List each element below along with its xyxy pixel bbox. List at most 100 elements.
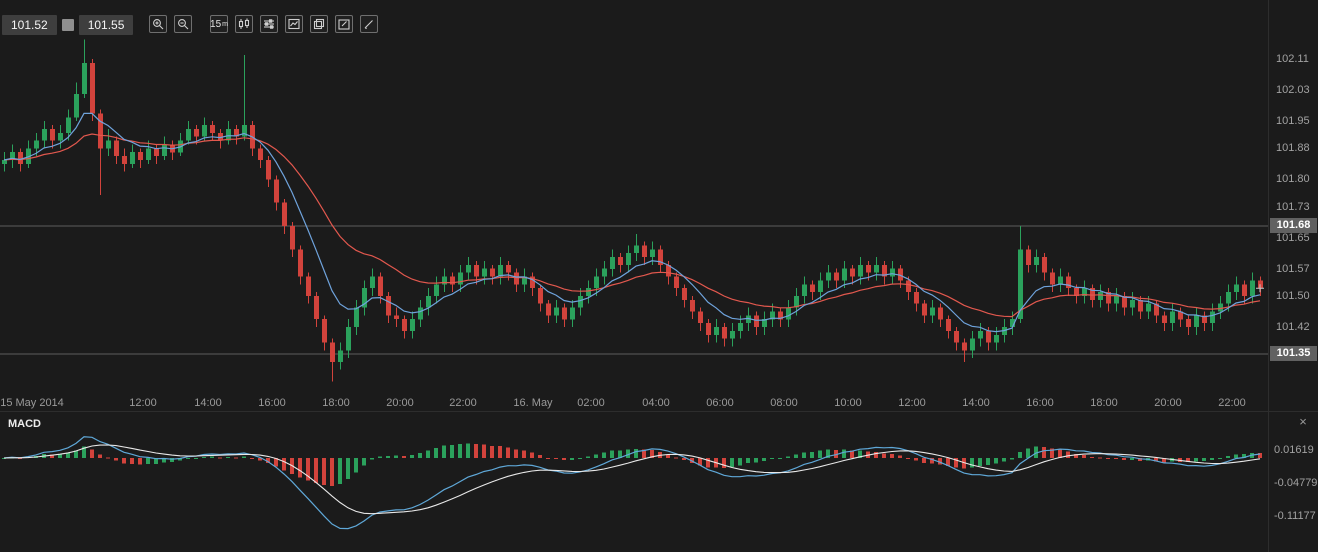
time-axis[interactable]: 15 May 2014 12:00 14:00 16:00 18:00 20:00 22:0… [0,394,1268,411]
sell-price-button[interactable]: 101.52 [2,15,57,35]
macd-histogram-bar [610,450,614,458]
price-tick-label: 101.73 [1276,201,1310,213]
candle-body [1234,284,1239,293]
macd-histogram-bar [1218,458,1222,459]
macd-histogram-bar [146,458,150,464]
annotate-button[interactable] [335,15,353,33]
macd-tick-label: -0.04779 [1274,477,1318,489]
macd-histogram-bar [482,444,486,458]
candle-body [1106,292,1111,304]
time-tick-label: 18:00 [1090,397,1118,409]
candle-body [682,288,687,300]
candle-body [106,140,111,149]
ma-fast-line [3,112,1261,333]
macd-histogram-bar [794,454,798,458]
macd-histogram-bar [522,450,526,458]
candle-body [858,264,863,277]
candle-body [426,295,431,308]
macd-histogram-bar [418,452,422,458]
spread-toggle[interactable] [61,19,74,31]
macd-histogram-bar [914,458,918,461]
macd-histogram-bar [946,458,950,466]
candle-body [674,276,679,289]
candle-body [882,264,887,277]
macd-histogram-bar [634,448,638,458]
candle-body [554,307,559,316]
macd-histogram-bar [178,458,182,461]
zoom-in-button[interactable] [149,15,167,33]
macd-histogram-bar [682,458,686,461]
chart-type-button[interactable] [235,15,253,33]
macd-histogram-bar [338,458,342,484]
macd-histogram-bar [282,458,286,471]
macd-histogram-bar [498,446,502,458]
draw-button[interactable] [360,15,378,33]
pencil-icon [364,20,373,29]
candle-body [602,268,607,277]
macd-histogram-bar [738,458,742,466]
candle-body [242,125,247,137]
time-tick-label: 16. May [513,397,553,409]
price-tick-label: 101.42 [1276,321,1310,333]
candle-body [1058,276,1063,285]
time-tick-label: 16:00 [258,397,286,409]
chart-view-button[interactable] [285,15,303,33]
macd-histogram-bar [882,453,886,458]
price-tick-label: 101.88 [1276,142,1310,154]
candle-body [402,319,407,331]
macd-histogram-bar [362,458,366,466]
candle-body [226,128,231,141]
macd-histogram-bar [1018,451,1022,458]
macd-histogram-bar [202,456,206,458]
macd-histogram-bar [1026,448,1030,458]
candle-body [234,128,239,137]
price-tick-label: 101.65 [1276,232,1310,244]
time-tick-label: 02:00 [577,397,605,409]
macd-chart[interactable] [0,412,1268,552]
macd-histogram-bar [466,443,470,458]
candle-body [586,288,591,296]
macd-histogram-bar [770,458,774,459]
macd-histogram-bar [114,458,118,461]
candle-body [466,264,471,273]
macd-histogram-bar [994,458,998,464]
macd-histogram-bar [506,447,510,458]
close-indicator-button[interactable]: × [1295,414,1311,430]
candle-body [1074,288,1079,296]
duplicate-chart-button[interactable] [310,15,328,33]
candle-body [930,307,935,316]
candlestick-chart[interactable] [0,0,1268,394]
macd-histogram-bar [1082,455,1086,458]
candle-body [42,128,47,141]
candle-body [258,148,263,160]
candle-body [938,307,943,320]
macd-histogram-bar [314,458,318,483]
macd-histogram-bar [954,458,958,468]
macd-histogram-bar [562,458,566,461]
candle-body [338,350,343,362]
candle-body [266,160,271,180]
candle-body [114,140,119,157]
price-axis[interactable]: × 102.11 102.03 101.95 101.88 101.80 101.73 10… [1268,0,1318,552]
candle-body [962,342,967,351]
candle-body [890,268,895,277]
timeframe-button[interactable]: 15 m [210,15,228,33]
indicator-settings-button[interactable] [260,15,278,33]
macd-histogram-bar [970,458,974,468]
macd-histogram-bar [1002,458,1006,462]
macd-histogram-bar [1050,448,1054,458]
macd-histogram-bar [898,455,902,458]
pencil-box-icon [338,19,350,30]
candle-body [1066,276,1071,289]
candle-body [122,156,127,164]
chart-toolbar: 15 m [149,15,385,33]
macd-histogram-bar [554,458,558,459]
macd-histogram-bar [154,458,158,464]
macd-histogram-bar [762,458,766,461]
buy-price-button[interactable]: 101.55 [78,15,134,35]
zoom-out-button[interactable] [174,15,192,33]
candle-body [546,303,551,316]
candle-body [330,342,335,362]
candle-body [706,323,711,335]
candle-body [418,307,423,320]
